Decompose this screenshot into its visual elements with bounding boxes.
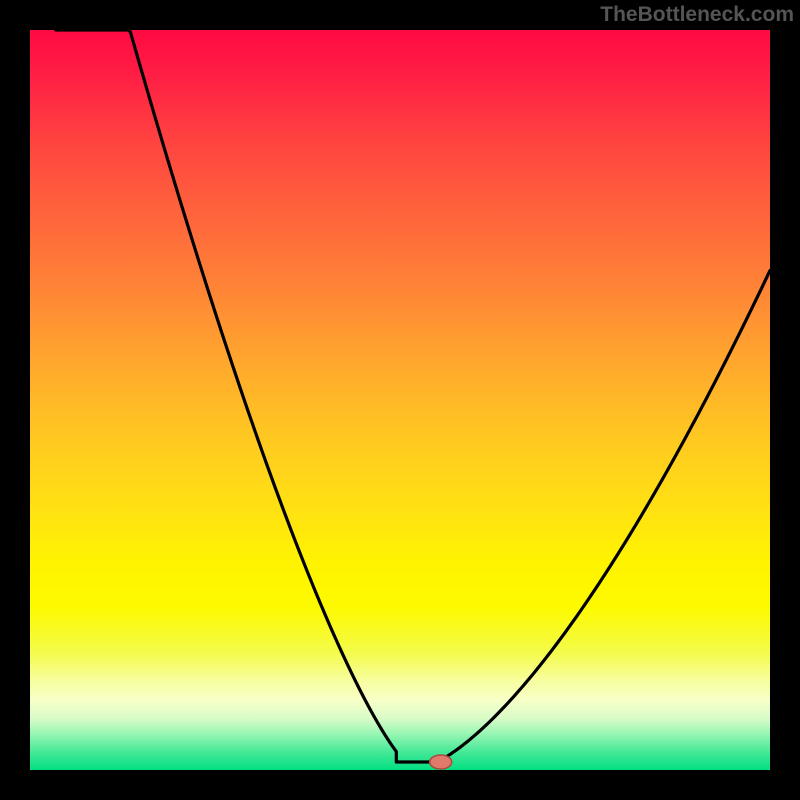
chart-canvas: TheBottleneck.com (0, 0, 800, 800)
chart-svg (0, 0, 800, 800)
plot-background (30, 30, 770, 770)
watermark-text: TheBottleneck.com (600, 3, 794, 27)
optimum-marker (430, 755, 452, 769)
